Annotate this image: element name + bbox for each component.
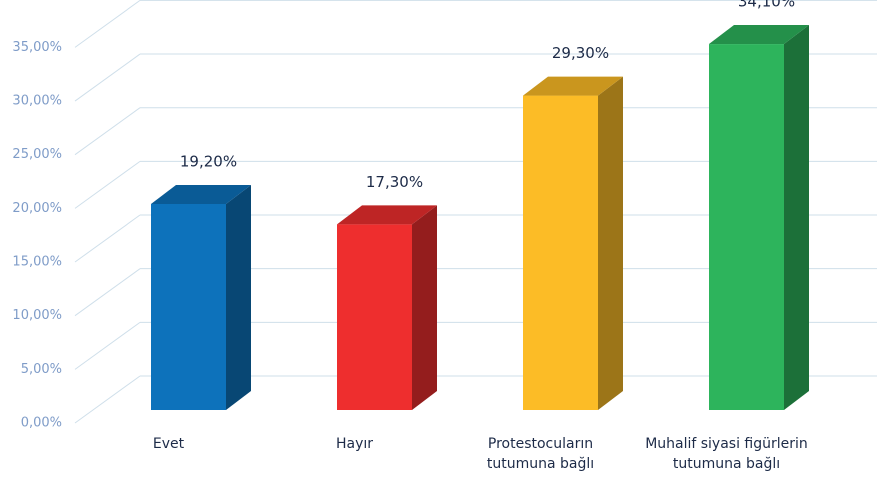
bar-side: [412, 205, 437, 410]
y-tick-label: 15,00%: [12, 255, 62, 270]
x-tick-label: tutumuna bağlı: [673, 456, 780, 472]
bar-top: [709, 25, 809, 45]
grid-line: [74, 0, 141, 48]
grid-line: [74, 268, 141, 317]
bar-side: [598, 76, 623, 410]
bar: [337, 224, 412, 410]
x-tick-label: tutumuna bağlı: [487, 456, 594, 472]
x-tick-label: Muhalif siyasi figürlerin: [645, 436, 808, 452]
bar-side: [784, 25, 809, 410]
bar: [523, 95, 598, 410]
bar-top: [523, 76, 623, 96]
y-tick-label: 30,00%: [12, 94, 62, 109]
value-label: 17,30%: [366, 173, 423, 191]
y-tick-label: 35,00%: [12, 40, 62, 55]
bar: [709, 44, 784, 410]
value-label: 34,10%: [738, 0, 795, 11]
grid-line: [74, 107, 141, 156]
x-tick-label: Hayır: [336, 436, 373, 452]
y-tick-label: 0,00%: [21, 416, 62, 431]
bar-top: [151, 184, 251, 204]
bar-side: [226, 184, 251, 410]
x-tick-label: Protestocuların: [488, 436, 593, 452]
y-tick-label: 5,00%: [21, 362, 62, 377]
grid-line: [74, 214, 141, 263]
grid-line: [74, 160, 141, 209]
bar-top: [337, 205, 437, 225]
y-tick-label: 25,00%: [12, 147, 62, 162]
grid-line: [74, 53, 141, 102]
bar: [151, 203, 226, 410]
x-tick-label: Evet: [153, 436, 185, 452]
grid-line: [74, 375, 141, 424]
value-label: 29,30%: [552, 44, 609, 62]
grid-line: [74, 321, 141, 370]
y-tick-label: 20,00%: [12, 201, 62, 216]
value-label: 19,20%: [180, 152, 237, 170]
y-tick-label: 10,00%: [12, 308, 62, 323]
